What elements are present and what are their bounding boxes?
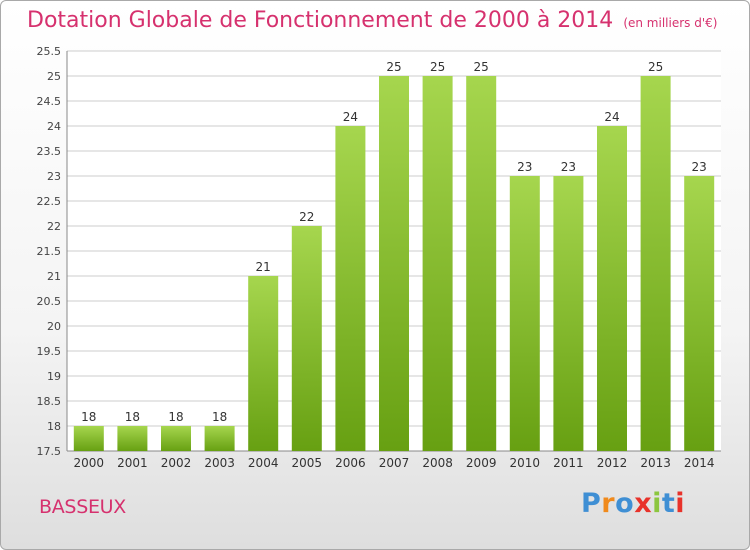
data-label: 22: [299, 210, 314, 224]
x-tick-label: 2013: [640, 456, 671, 470]
bar-2008: [422, 76, 453, 451]
bar-chart: 17.5 18 18.5 19 19.5 20 20.5 21 21.5 22 22.5 23 23.5…: [37, 45, 721, 470]
y-tick-label: 24: [47, 120, 61, 133]
bar-2005: [291, 226, 322, 451]
logo-letter: i: [652, 488, 662, 519]
data-label: 18: [168, 410, 183, 424]
x-tick-label: 2004: [248, 456, 279, 470]
y-tick-label: 25.5: [37, 45, 62, 58]
y-tick-label: 22: [47, 220, 61, 233]
y-tick-label: 24.5: [37, 95, 62, 108]
bar-2006: [335, 126, 366, 451]
unit-note: (en milliers d'€): [623, 16, 718, 30]
bar-2013: [640, 76, 671, 451]
y-tick-label: 20: [47, 320, 61, 333]
x-tick-label: 2009: [466, 456, 497, 470]
data-label: 25: [386, 60, 401, 74]
y-tick-label: 23: [47, 170, 61, 183]
chart-title-text: Dotation Globale de Fonctionnement de 20…: [27, 8, 614, 33]
y-tick-label: 23.5: [37, 145, 62, 158]
bar-2012: [597, 126, 627, 451]
bar-2011: [553, 176, 584, 451]
y-tick-label: 25: [47, 70, 61, 83]
logo-letter: r: [601, 488, 616, 519]
x-tick-label: 2007: [379, 456, 410, 470]
y-tick-label: 20.5: [37, 295, 62, 308]
data-label: 23: [692, 160, 707, 174]
data-label: 24: [343, 110, 358, 124]
bar-2007: [379, 76, 409, 451]
bar-2000: [73, 426, 104, 451]
y-tick-label: 21.5: [37, 245, 62, 258]
y-tick-label: 22.5: [37, 195, 62, 208]
bar-2010: [509, 176, 540, 451]
data-label: 24: [604, 110, 619, 124]
data-label: 23: [517, 160, 532, 174]
logo-letter: P: [581, 488, 602, 519]
data-label: 25: [648, 60, 663, 74]
bar-2003: [204, 426, 235, 451]
data-label: 23: [561, 160, 576, 174]
x-tick-label: 2001: [117, 456, 148, 470]
commune-name: BASSEUX: [39, 496, 126, 518]
bar-2014: [684, 176, 715, 451]
data-label: 25: [474, 60, 489, 74]
bar-2004: [248, 276, 279, 451]
y-tick-label: 17.5: [37, 445, 62, 458]
x-tick-label: 2006: [335, 456, 366, 470]
data-label: 18: [125, 410, 140, 424]
y-tick-label: 21: [47, 270, 61, 283]
x-tick-label: 2011: [553, 456, 584, 470]
x-tick-label: 2000: [74, 456, 105, 470]
logo-letter: x: [634, 488, 653, 519]
proxiti-logo[interactable]: Proxiti: [581, 488, 685, 519]
x-tick-label: 2010: [510, 456, 541, 470]
y-tick-label: 19: [47, 370, 61, 383]
bar-2009: [466, 76, 497, 451]
x-tick-label: 2008: [422, 456, 453, 470]
x-tick-label: 2014: [684, 456, 715, 470]
data-label: 18: [212, 410, 227, 424]
data-label: 18: [81, 410, 96, 424]
data-label: 25: [430, 60, 445, 74]
x-tick-label: 2002: [161, 456, 192, 470]
y-tick-label: 19.5: [37, 345, 62, 358]
logo-letter: i: [675, 488, 686, 519]
y-tick-label: 18: [47, 420, 61, 433]
x-tick-label: 2003: [204, 456, 235, 470]
bar-2002: [161, 426, 191, 451]
x-tick-label: 2012: [597, 456, 628, 470]
y-tick-label: 18.5: [37, 395, 62, 408]
bar-2001: [117, 426, 148, 451]
x-tick-label: 2005: [292, 456, 323, 470]
logo-letter: o: [615, 488, 635, 519]
logo-letter: t: [661, 488, 676, 519]
chart-title: Dotation Globale de Fonctionnement de 20…: [27, 8, 717, 33]
data-label: 21: [256, 260, 271, 274]
